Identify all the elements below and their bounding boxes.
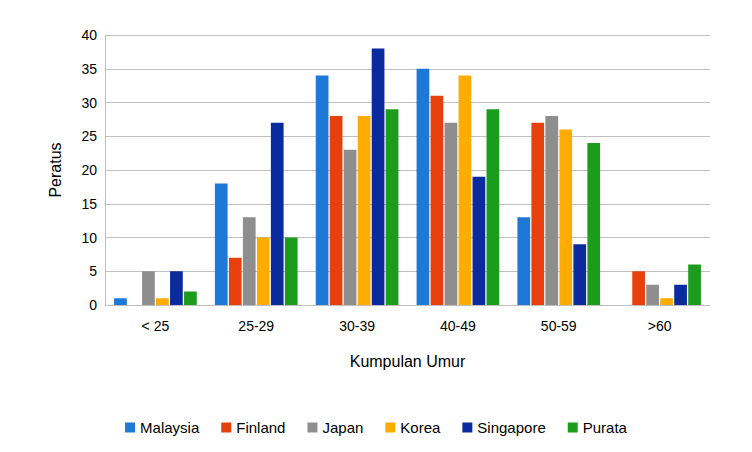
svg-text:Singapore: Singapore <box>477 419 545 436</box>
svg-text:Korea: Korea <box>400 419 441 436</box>
svg-text:15: 15 <box>81 196 97 212</box>
svg-text:40: 40 <box>81 27 97 43</box>
svg-text:Purata: Purata <box>583 419 628 436</box>
svg-text:25: 25 <box>81 128 97 144</box>
svg-text:30: 30 <box>81 95 97 111</box>
svg-text:< 25: < 25 <box>142 318 170 334</box>
svg-text:Japan: Japan <box>322 419 363 436</box>
svg-text:30-39: 30-39 <box>339 318 375 334</box>
svg-text:Malaysia: Malaysia <box>140 419 200 436</box>
svg-text:Finland: Finland <box>236 419 285 436</box>
svg-text:Peratus: Peratus <box>47 142 64 197</box>
svg-text:20: 20 <box>81 162 97 178</box>
svg-text:10: 10 <box>81 230 97 246</box>
svg-text:40-49: 40-49 <box>440 318 476 334</box>
svg-text:5: 5 <box>89 263 97 279</box>
svg-text:>60: >60 <box>648 318 672 334</box>
svg-text:25-29: 25-29 <box>238 318 274 334</box>
svg-text:50-59: 50-59 <box>541 318 577 334</box>
svg-text:Kumpulan Umur: Kumpulan Umur <box>350 353 466 370</box>
svg-text:0: 0 <box>89 297 97 313</box>
svg-text:35: 35 <box>81 61 97 77</box>
